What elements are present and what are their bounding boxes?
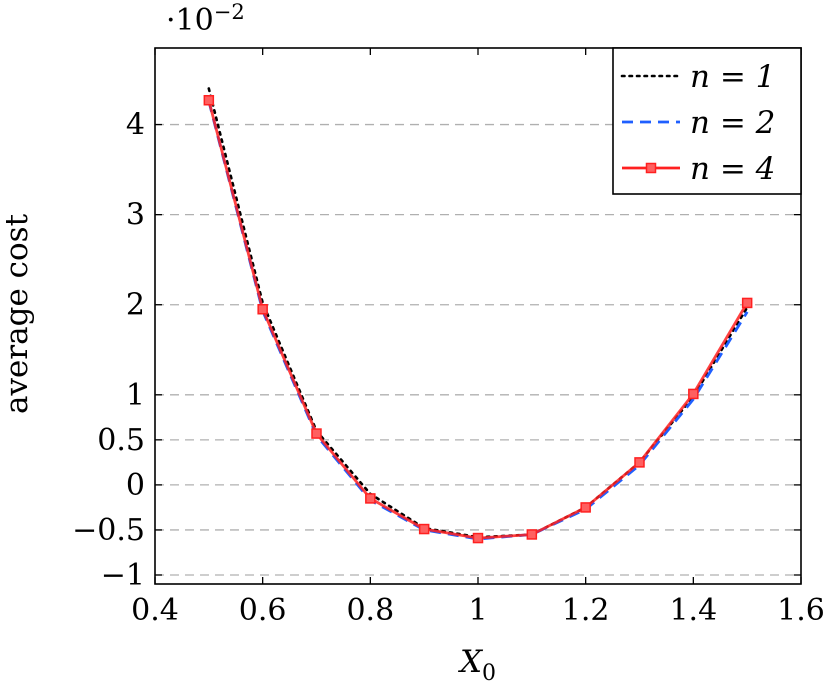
grid-lines <box>155 123 801 576</box>
data-point-square <box>580 502 591 513</box>
x-tick-label: 0.8 <box>346 593 394 628</box>
y-tick-label: 3 <box>126 198 145 233</box>
data-point-square <box>634 457 645 468</box>
data-point-square <box>311 428 322 439</box>
data-point-square <box>203 94 215 106</box>
data-point-square <box>365 493 376 504</box>
y-tick-label: −0.5 <box>72 513 145 548</box>
legend: n = 1 n = 2 n = 4 <box>612 47 802 195</box>
y-tick-label: 2 <box>126 288 145 323</box>
data-point-square <box>688 388 699 400</box>
x-tick-label: 1.4 <box>669 593 717 628</box>
y-axis-label: average cost <box>0 213 35 414</box>
data-point-square <box>472 532 484 544</box>
legend-marker <box>645 162 657 174</box>
tick-labels: −1 −0.5 0 0.5 1 2 3 4 0.4 0.6 0.8 1 1.2 1.4 1.6 <box>72 108 825 628</box>
y-tick-label: 4 <box>126 108 145 143</box>
y-tick-label: 0 <box>126 468 145 503</box>
x-axis-label: X0 <box>458 644 496 686</box>
data-point-square <box>741 297 753 309</box>
y-tick-label: 0.5 <box>97 423 145 458</box>
x-tick-label: 1 <box>468 593 487 628</box>
x-tick-label: 0.6 <box>239 593 287 628</box>
x-tick-label: 1.2 <box>562 593 610 628</box>
y-tick-label: −1 <box>101 558 145 593</box>
data-point-square <box>526 529 538 540</box>
y-multiplier: ·10−2 <box>166 0 245 38</box>
data-point-square <box>418 523 430 535</box>
data-point-square <box>257 303 268 315</box>
series-layer <box>203 87 753 544</box>
axis-ticks <box>154 48 802 584</box>
x-tick-label: 0.4 <box>131 593 179 628</box>
legend-label-2: n = 2 <box>690 105 775 141</box>
x-tick-label: 1.6 <box>777 593 825 628</box>
legend-label-1: n = 1 <box>690 59 775 95</box>
legend-label-3: n = 4 <box>690 151 775 187</box>
y-tick-label: 1 <box>126 378 145 413</box>
